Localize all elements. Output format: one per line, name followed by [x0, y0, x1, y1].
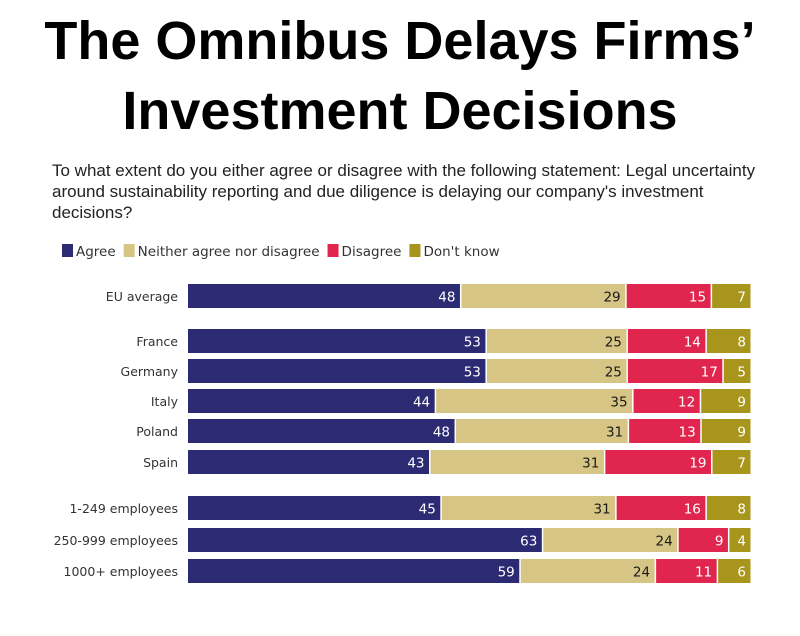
- bar-segment: [436, 389, 633, 413]
- bar-segment: [543, 528, 678, 552]
- data-label: 25: [605, 365, 622, 381]
- data-label: 35: [610, 395, 627, 411]
- bar-segment: [712, 450, 751, 474]
- data-label: 19: [689, 456, 706, 472]
- data-label: 63: [520, 534, 537, 550]
- data-label: 31: [582, 456, 599, 472]
- data-label: 25: [605, 335, 622, 351]
- data-label: 7: [737, 290, 746, 306]
- bar-segment: [188, 419, 455, 443]
- data-label: 59: [498, 565, 515, 581]
- data-label: 9: [737, 395, 746, 411]
- data-label: 29: [603, 290, 620, 306]
- bar-segment: [188, 329, 486, 353]
- chart-question: To what extent do you either agree or di…: [52, 161, 756, 222]
- data-label: 9: [715, 534, 724, 550]
- bar-segment: [188, 496, 441, 520]
- data-label: 8: [737, 335, 746, 351]
- category-label: EU average: [106, 289, 179, 304]
- data-label: 16: [684, 502, 701, 518]
- legend-label-2: Disagree: [342, 244, 402, 260]
- legend-label-0: Agree: [76, 244, 116, 260]
- data-label: 8: [737, 502, 746, 518]
- bar-segment: [718, 559, 751, 583]
- bar-segment: [627, 359, 723, 383]
- category-label: Poland: [136, 424, 178, 439]
- data-label: 13: [679, 425, 696, 441]
- legend-swatch-0: [62, 244, 73, 257]
- data-label: 9: [737, 425, 746, 441]
- bar-segment: [486, 329, 627, 353]
- data-label: 53: [464, 365, 481, 381]
- data-label: 24: [655, 534, 672, 550]
- data-label: 11: [695, 565, 712, 581]
- bar-segment: [486, 359, 627, 383]
- data-label: 6: [737, 565, 746, 581]
- data-label: 53: [464, 335, 481, 351]
- bar-segment: [430, 450, 604, 474]
- bar-segment: [605, 450, 712, 474]
- bar-segment: [701, 419, 751, 443]
- category-label: Germany: [121, 364, 179, 379]
- data-label: 5: [737, 365, 746, 381]
- bar-segment: [723, 359, 751, 383]
- data-label: 43: [407, 456, 424, 472]
- legend-label-3: Don't know: [423, 244, 499, 260]
- bar-segment: [456, 419, 628, 443]
- legend-swatch-3: [409, 244, 421, 257]
- bar-segment: [712, 284, 751, 308]
- bar-segment: [441, 496, 616, 520]
- bar-segment: [706, 329, 751, 353]
- category-label: 250-999 employees: [54, 533, 178, 548]
- bar-segment: [520, 559, 655, 583]
- bar-segment: [626, 284, 711, 308]
- data-label: 17: [701, 365, 718, 381]
- data-label: 44: [413, 395, 430, 411]
- data-label: 12: [678, 395, 695, 411]
- bar-segment: [656, 559, 717, 583]
- bar-segment: [188, 359, 486, 383]
- bar-segment: [188, 450, 430, 474]
- legend-swatch-2: [327, 244, 339, 257]
- legend-swatch-1: [123, 244, 135, 257]
- data-label: 14: [684, 335, 701, 351]
- data-label: 31: [606, 425, 623, 441]
- data-label: 4: [737, 534, 746, 550]
- title-line-2: Investment Decisions: [122, 81, 678, 141]
- bar-segment: [678, 528, 728, 552]
- bar-segment: [616, 496, 706, 520]
- bar-segment: [633, 389, 700, 413]
- bar-segment: [188, 284, 460, 308]
- category-label: France: [136, 334, 178, 349]
- bar-segment: [706, 496, 751, 520]
- bar-segment: [188, 528, 542, 552]
- data-label: 7: [737, 456, 746, 472]
- data-label: 45: [419, 502, 436, 518]
- bar-segment: [188, 389, 435, 413]
- category-label: 1-249 employees: [69, 501, 178, 516]
- category-label: 1000+ employees: [64, 564, 178, 579]
- legend-label-1: Neither agree nor disagree: [138, 244, 320, 260]
- bar-segment: [701, 389, 751, 413]
- title-line-1: The Omnibus Delays Firms’: [44, 11, 756, 71]
- category-label: Spain: [143, 455, 178, 470]
- category-label: Italy: [151, 394, 179, 409]
- data-label: 15: [689, 290, 706, 306]
- bar-segment: [188, 559, 520, 583]
- data-label: 31: [593, 502, 610, 518]
- bar-segment: [461, 284, 626, 308]
- bar-segment: [729, 528, 751, 552]
- bar-segment: [629, 419, 701, 443]
- data-label: 48: [438, 290, 455, 306]
- data-label: 24: [633, 565, 650, 581]
- bar-segment: [627, 329, 706, 353]
- data-label: 48: [433, 425, 450, 441]
- page-title: The Omnibus Delays Firms’ Investment Dec…: [0, 6, 800, 146]
